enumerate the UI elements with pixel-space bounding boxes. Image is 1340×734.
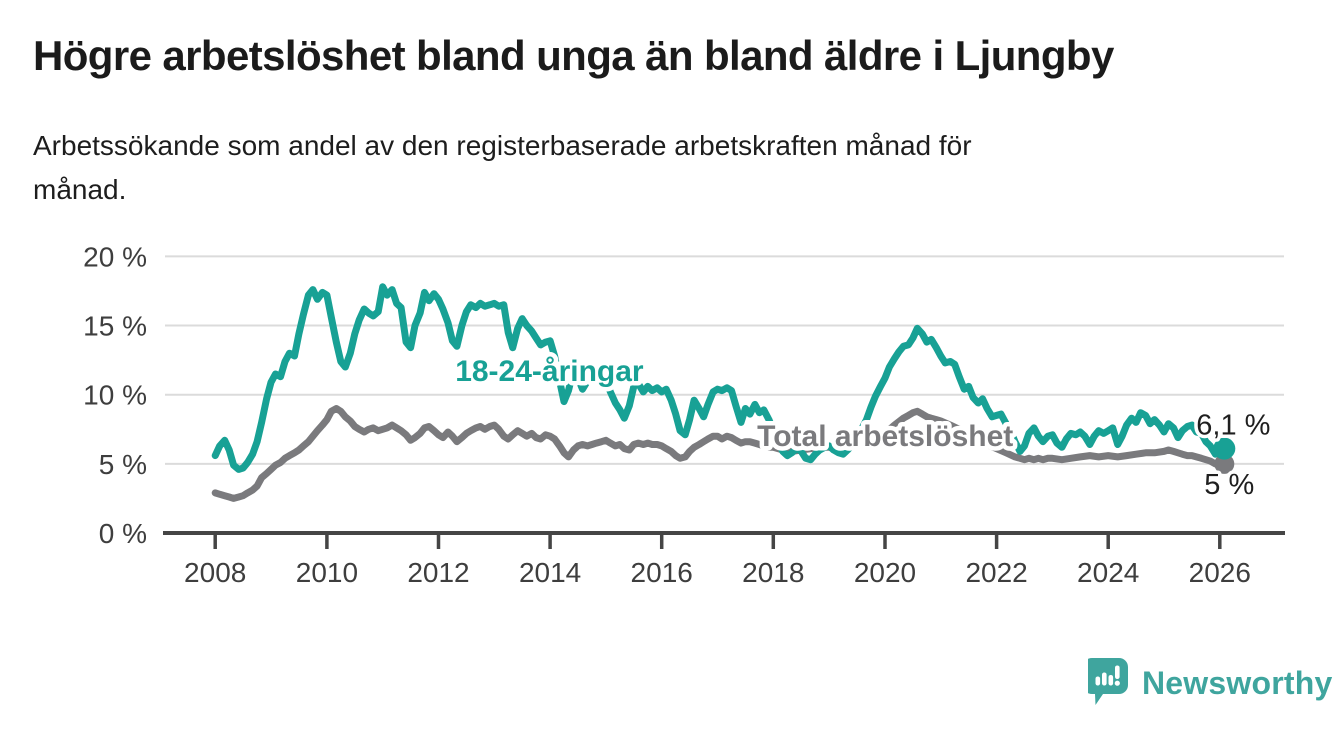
series-label-youth: 18-24-åringar bbox=[455, 355, 644, 388]
x-tick-label: 2020 bbox=[854, 557, 916, 588]
x-tick-label: 2014 bbox=[519, 557, 581, 588]
end-dot-youth bbox=[1213, 437, 1236, 460]
page-subtitle: Arbetssökande som andel av den registerb… bbox=[33, 124, 972, 212]
brand-name: Newsworthy bbox=[1142, 664, 1333, 701]
series-line-total bbox=[211, 405, 1228, 502]
x-tick-label: 2008 bbox=[184, 557, 246, 588]
brand-footer: Newsworthy bbox=[1088, 658, 1332, 708]
end-dot-total bbox=[1214, 453, 1235, 474]
x-tick-label: 2012 bbox=[407, 557, 469, 588]
x-tick-label: 2010 bbox=[296, 557, 358, 588]
x-tick-label: 2018 bbox=[742, 557, 804, 588]
y-tick-label: 5 % bbox=[99, 449, 147, 480]
x-tick-label: 2022 bbox=[965, 557, 1027, 588]
y-tick-label: 20 % bbox=[83, 241, 147, 272]
x-tick-label: 2016 bbox=[631, 557, 693, 588]
series-line-youth bbox=[211, 283, 1228, 473]
y-tick-label: 15 % bbox=[83, 311, 147, 342]
y-tick-label: 0 % bbox=[99, 518, 147, 549]
series-label-total: Total arbetslöshet bbox=[757, 420, 1013, 453]
end-value-label-total: 5 % bbox=[1204, 469, 1254, 501]
page-subtitle-line-2: månad. bbox=[33, 174, 127, 205]
x-tick-label: 2026 bbox=[1189, 557, 1251, 588]
page-title: Högre arbetslöshet bland unga än bland ä… bbox=[33, 32, 1114, 79]
x-tick-label: 2024 bbox=[1077, 557, 1139, 588]
y-tick-label: 10 % bbox=[83, 380, 147, 411]
end-value-label-youth: 6,1 % bbox=[1196, 410, 1270, 442]
page-subtitle-line-1: Arbetssökande som andel av den registerb… bbox=[33, 130, 972, 161]
newsworthy-logo-icon bbox=[1088, 658, 1128, 705]
